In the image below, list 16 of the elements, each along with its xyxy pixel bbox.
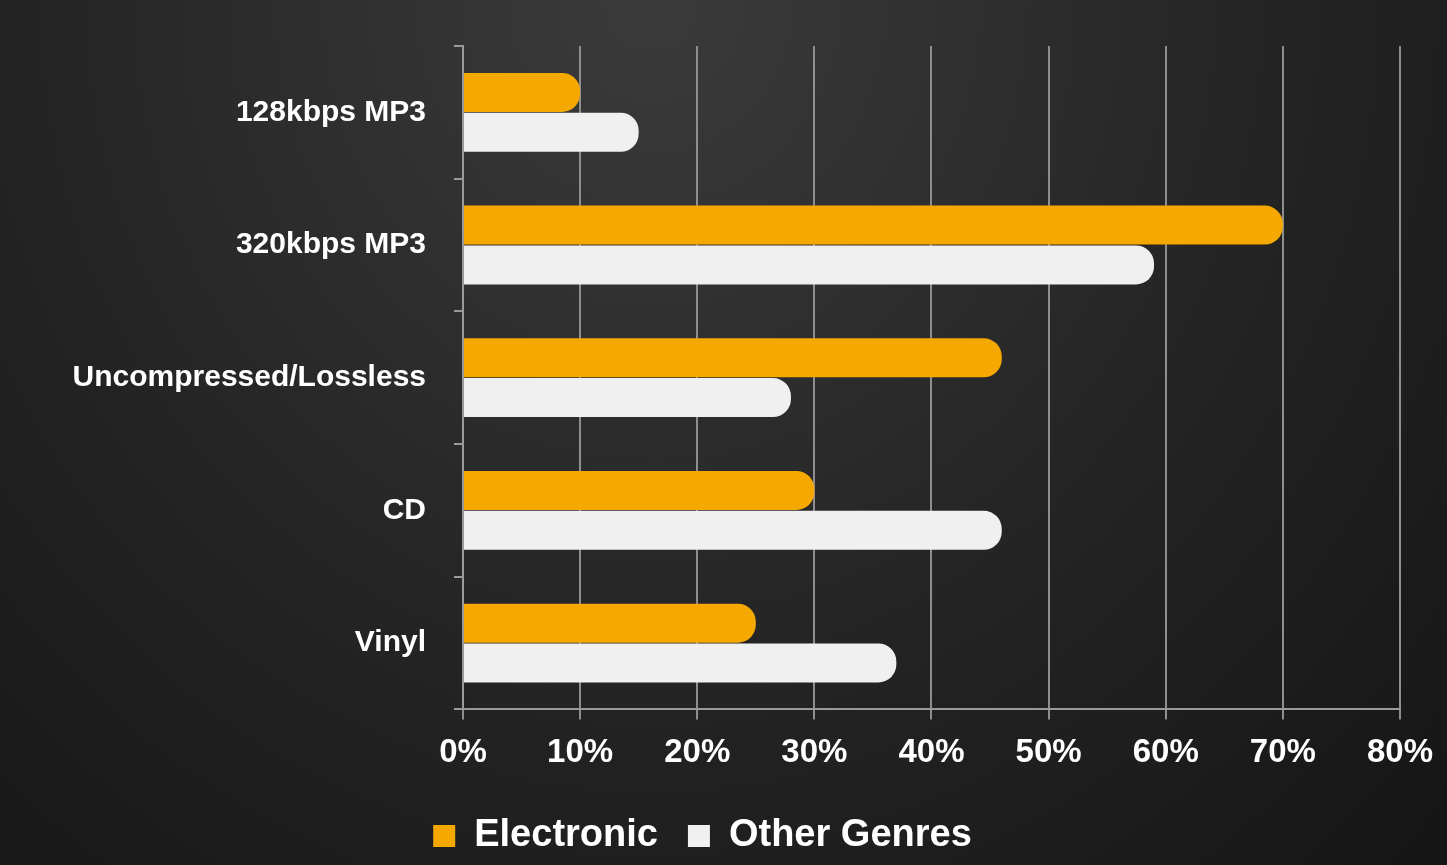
x-tick-label: 80% (1366, 732, 1434, 770)
x-tick-label: 20% (664, 732, 731, 770)
x-tick-label: 10% (547, 732, 614, 770)
y-tick-label: Uncompressed/Lossless (72, 358, 426, 392)
y-tick-label: CD (382, 491, 426, 525)
x-tick-label: 40% (898, 732, 965, 770)
legend-label: Electronic (474, 812, 658, 855)
x-tick-label: 30% (781, 732, 848, 770)
y-tick-label: 320kbps MP3 (235, 226, 426, 260)
y-tick-label: 128kbps MP3 (235, 93, 426, 127)
x-tick-label: 0% (439, 732, 487, 770)
x-tick-label: 50% (1015, 732, 1082, 770)
x-tick-label: 60% (1132, 732, 1199, 770)
y-tick-label: Vinyl (354, 624, 426, 658)
x-tick-label: 70% (1249, 732, 1316, 770)
legend-label: Other Genres (728, 812, 972, 855)
